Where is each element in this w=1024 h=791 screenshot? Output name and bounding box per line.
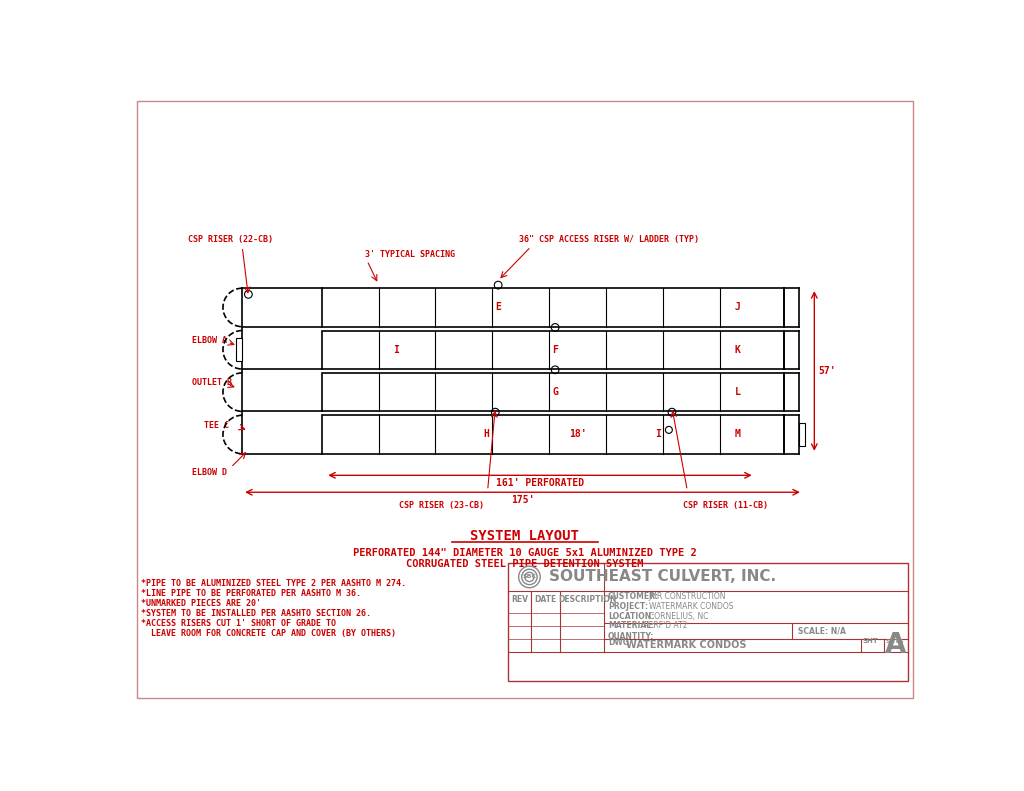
Text: PERF'D AT2: PERF'D AT2 xyxy=(644,621,688,630)
Text: *LINE PIPE TO BE PERFORATED PER AASHTO M 36.: *LINE PIPE TO BE PERFORATED PER AASHTO M… xyxy=(141,589,361,598)
Text: E: E xyxy=(496,302,501,312)
Text: I: I xyxy=(654,430,660,440)
Text: SHT: SHT xyxy=(862,638,878,644)
Text: REV: REV xyxy=(511,595,528,604)
Bar xyxy=(508,563,908,681)
Text: I: I xyxy=(392,345,398,355)
Text: 161' PERFORATED: 161' PERFORATED xyxy=(496,478,584,487)
Bar xyxy=(237,339,243,361)
Text: TEE C: TEE C xyxy=(204,421,228,430)
Text: SOUTHEAST CULVERT, INC.: SOUTHEAST CULVERT, INC. xyxy=(549,570,776,585)
Text: *SYSTEM TO BE INSTALLED PER AASHTO SECTION 26.: *SYSTEM TO BE INSTALLED PER AASHTO SECTI… xyxy=(141,609,372,619)
Text: L: L xyxy=(734,387,740,397)
Text: 175': 175' xyxy=(511,494,535,505)
Text: SBC: SBC xyxy=(522,574,537,580)
Text: SYSTEM LAYOUT: SYSTEM LAYOUT xyxy=(470,529,580,543)
Text: DWG: DWG xyxy=(608,638,629,646)
Text: PERFORATED 144" DIAMETER 10 GAUGE 5x1 ALUMINIZED TYPE 2: PERFORATED 144" DIAMETER 10 GAUGE 5x1 AL… xyxy=(353,548,696,558)
Text: PROJECT:: PROJECT: xyxy=(608,603,648,611)
Text: CORNELIUS, NC: CORNELIUS, NC xyxy=(649,612,709,622)
Text: LEAVE ROOM FOR CONCRETE CAP AND COVER (BY OTHERS): LEAVE ROOM FOR CONCRETE CAP AND COVER (B… xyxy=(141,630,396,638)
Text: JMR CONSTRUCTION: JMR CONSTRUCTION xyxy=(649,592,726,601)
Text: WATERMARK CONDOS: WATERMARK CONDOS xyxy=(626,640,746,650)
Bar xyxy=(322,331,783,369)
Text: G: G xyxy=(552,387,558,397)
Text: A: A xyxy=(885,631,906,659)
Text: QUANTITY:: QUANTITY: xyxy=(608,632,654,641)
Bar xyxy=(322,288,783,327)
Text: CORRUGATED STEEL PIPE DETENTION SYSTEM: CORRUGATED STEEL PIPE DETENTION SYSTEM xyxy=(407,559,643,569)
Text: M: M xyxy=(734,430,740,440)
Text: *ACCESS RISERS CUT 1' SHORT OF GRADE TO: *ACCESS RISERS CUT 1' SHORT OF GRADE TO xyxy=(141,619,336,628)
Text: CSP RISER (11-CB): CSP RISER (11-CB) xyxy=(683,501,768,510)
Text: F: F xyxy=(552,345,558,355)
Text: SCALE: N/A: SCALE: N/A xyxy=(798,626,846,635)
Bar xyxy=(322,373,783,411)
Text: J: J xyxy=(734,302,740,312)
Text: ELBOW D: ELBOW D xyxy=(193,468,227,478)
Text: WATERMARK CONDOS: WATERMARK CONDOS xyxy=(649,603,733,611)
Text: ELBOW A: ELBOW A xyxy=(193,336,227,345)
Text: CSP RISER (22-CB): CSP RISER (22-CB) xyxy=(188,234,273,244)
Text: SHTS: SHTS xyxy=(885,639,904,644)
Text: OUTLET B: OUTLET B xyxy=(193,378,232,388)
Text: K: K xyxy=(734,345,740,355)
Bar xyxy=(322,415,783,454)
Text: *PIPE TO BE ALUMINIZED STEEL TYPE 2 PER AASHTO M 274.: *PIPE TO BE ALUMINIZED STEEL TYPE 2 PER … xyxy=(141,579,407,589)
Text: 3' TYPICAL SPACING: 3' TYPICAL SPACING xyxy=(366,250,456,259)
Text: 18': 18' xyxy=(569,430,587,440)
Text: CUSTOMER:: CUSTOMER: xyxy=(608,592,659,601)
Text: 36" CSP ACCESS RISER W/ LADDER (TYP): 36" CSP ACCESS RISER W/ LADDER (TYP) xyxy=(519,234,699,244)
Bar xyxy=(799,423,805,446)
Text: LOCATION:: LOCATION: xyxy=(608,612,654,622)
Text: MATERIAL:: MATERIAL: xyxy=(608,621,654,630)
Text: DATE: DATE xyxy=(535,595,557,604)
Text: 57': 57' xyxy=(818,366,836,376)
Text: *UNMARKED PIECES ARE 20': *UNMARKED PIECES ARE 20' xyxy=(141,600,261,608)
Text: CSP RISER (23-CB): CSP RISER (23-CB) xyxy=(398,501,483,510)
Text: H: H xyxy=(483,430,489,440)
Text: DESCRIPTION: DESCRIPTION xyxy=(558,595,616,604)
